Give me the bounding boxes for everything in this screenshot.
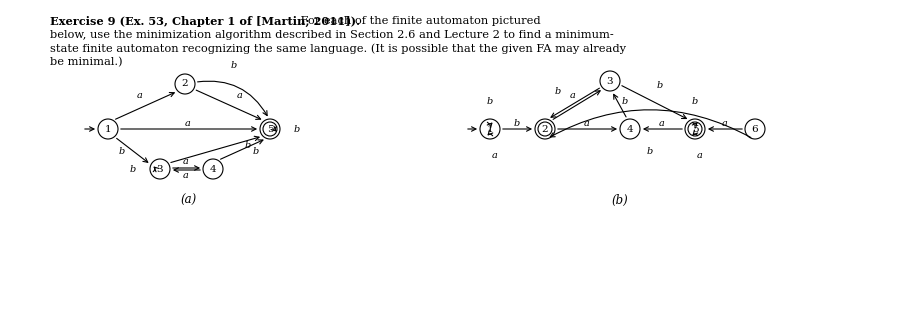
Circle shape	[745, 119, 765, 139]
Text: a: a	[492, 152, 498, 160]
Text: (a): (a)	[180, 194, 197, 207]
Text: b: b	[692, 97, 698, 106]
Text: b: b	[231, 62, 237, 71]
Text: b: b	[253, 147, 259, 156]
Text: below, use the minimization algorithm described in Section 2.6 and Lecture 2 to : below, use the minimization algorithm de…	[50, 29, 614, 40]
Circle shape	[150, 159, 170, 179]
Text: 2: 2	[181, 79, 189, 88]
Text: b: b	[514, 120, 520, 129]
Text: Exercise 9 (Ex. 53, Chapter 1 of [Martin; 2011]).: Exercise 9 (Ex. 53, Chapter 1 of [Martin…	[50, 16, 360, 27]
Text: 1: 1	[486, 124, 494, 133]
Text: 3: 3	[157, 165, 163, 173]
Text: b: b	[294, 124, 300, 133]
Text: b: b	[487, 97, 493, 106]
Circle shape	[203, 159, 223, 179]
Text: (b): (b)	[612, 194, 628, 207]
Text: a: a	[584, 120, 590, 129]
Text: a: a	[237, 91, 243, 100]
Text: be minimal.): be minimal.)	[50, 56, 123, 67]
Text: a: a	[660, 120, 665, 129]
Text: 1: 1	[104, 124, 112, 133]
Text: a: a	[722, 120, 728, 129]
Text: b: b	[245, 142, 251, 151]
Text: For each of the finite automaton pictured: For each of the finite automaton picture…	[298, 16, 541, 26]
Circle shape	[175, 74, 195, 94]
Text: 4: 4	[627, 124, 633, 133]
Circle shape	[685, 119, 705, 139]
Text: a: a	[185, 120, 191, 129]
Text: 4: 4	[210, 165, 216, 173]
Text: b: b	[119, 146, 125, 156]
Text: a: a	[183, 157, 189, 167]
Circle shape	[535, 119, 555, 139]
Text: a: a	[183, 171, 189, 180]
Text: b: b	[657, 82, 663, 90]
Text: 5: 5	[692, 124, 698, 133]
Text: 2: 2	[541, 124, 549, 133]
Text: b: b	[130, 165, 136, 173]
Text: a: a	[570, 91, 576, 100]
Text: a: a	[697, 152, 703, 160]
Circle shape	[600, 71, 620, 91]
Text: a: a	[137, 91, 143, 100]
Circle shape	[98, 119, 118, 139]
Text: b: b	[647, 147, 653, 156]
Text: 3: 3	[606, 76, 614, 86]
Text: 6: 6	[752, 124, 758, 133]
Circle shape	[620, 119, 640, 139]
Text: b: b	[555, 87, 562, 96]
Text: b: b	[622, 97, 628, 106]
Circle shape	[480, 119, 500, 139]
Text: 5: 5	[267, 124, 273, 133]
Circle shape	[260, 119, 280, 139]
Text: state finite automaton recognizing the same language. (It is possible that the g: state finite automaton recognizing the s…	[50, 43, 626, 53]
